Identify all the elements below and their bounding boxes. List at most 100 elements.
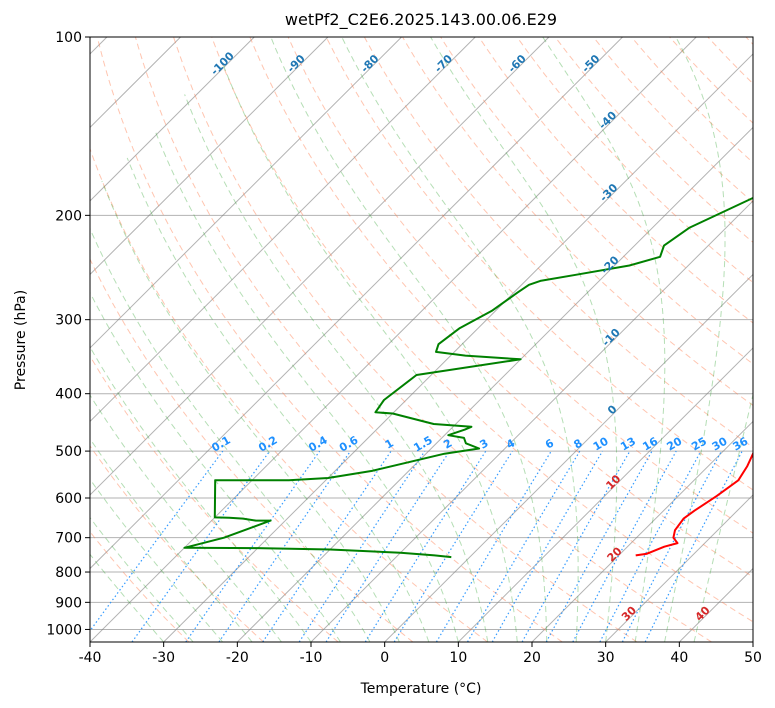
x-tick-label: -40 [79,650,102,666]
dry-adiabat [211,37,753,623]
moist-adiabat [101,180,400,642]
mixing-ratio-line [466,450,581,642]
dry-adiabat [631,37,753,164]
mixing-ratio-line [545,450,653,642]
isotherm-line [90,37,329,276]
y-tick-label: 600 [55,491,82,507]
x-tick-label: 10 [449,650,467,666]
isotherm-line [678,567,753,642]
isotherm-line [90,37,402,349]
y-tick-label: 400 [55,387,82,403]
isotherm-line [605,494,753,642]
profile-lines [183,196,753,559]
moist-adiabat [126,157,430,642]
x-tick-label: 20 [523,650,541,666]
isotherm-label: -60 [506,52,529,75]
moist-adiabat [90,291,341,642]
mixing-ratio-label: 2 [441,437,454,452]
isotherm-line [752,641,753,642]
isotherm-label: -40 [596,109,619,132]
dry-adiabat [363,37,753,449]
dry-adiabat [90,258,414,642]
dry-adiabat [669,37,753,124]
mixing-ratio-line [572,450,677,642]
isotherm-label: 20 [605,544,625,564]
dry-adiabat [134,37,638,642]
x-axis-label: Temperature (°C) [360,681,482,697]
moist-adiabat [664,37,726,642]
isotherm-line [90,37,476,423]
mixing-ratio-line [262,450,392,642]
dry-adiabat [707,37,753,85]
dry-adiabat [745,37,753,45]
x-tick-label: 30 [597,650,615,666]
isotherm-line [90,37,255,202]
mixing-ratio-line [325,450,451,642]
y-tick-label: 200 [55,208,82,224]
dry-adiabat [96,37,563,642]
x-tick-label: 50 [744,650,762,666]
y-tick-label: 1000 [46,622,82,638]
mixing-ratio-line [218,450,351,642]
y-tick-label: 100 [55,30,82,46]
mixing-ratio-line [131,450,271,642]
y-tick-label: 500 [55,444,82,460]
x-tick-label: -30 [152,650,175,666]
dry-adiabat [402,37,753,407]
isotherm-line [90,37,623,570]
dewpoint-line [183,196,753,559]
y-tick-label: 700 [55,531,82,547]
mixing-ratio-line [298,450,426,642]
dry-adiabat [90,445,264,642]
x-tick-label: -10 [300,650,323,666]
mixing-ratio-line [90,450,224,632]
mixing-ratio-line [521,450,631,642]
mixing-ratio-line [364,450,487,642]
isotherm-label: -20 [598,253,621,276]
dry-adiabat [249,37,753,578]
temperature-line [635,451,753,557]
moist-adiabat [90,394,282,642]
plot-frame [89,36,754,643]
mixing-ratio-line [185,450,321,642]
isotherm-line [310,200,753,642]
background-lines [90,37,753,642]
dry-adiabat [516,37,753,284]
isotherm-label: 10 [603,472,623,492]
dry-adiabat [90,355,339,642]
x-tick-label: 0 [380,650,389,666]
moist-adiabat [90,437,253,642]
isotherm-label: 40 [693,603,713,623]
isotherm-label: -10 [600,326,623,349]
y-axis-label: Pressure (hPa) [13,290,29,390]
moist-adiabat [90,516,194,642]
axis-ticks: -40 -30 -20 -10 0 10 20 30 40 5010020030040050060… [46,30,762,666]
moist-adiabat [90,478,223,642]
isotherm-label: 30 [619,603,639,623]
moist-adiabat [341,37,579,642]
moist-adiabat [430,37,618,642]
isotherm-label: -30 [597,181,620,204]
y-tick-label: 900 [55,595,82,611]
isotherm-label: -80 [358,52,381,75]
isotherm-line [457,347,753,642]
dry-adiabat [325,37,753,491]
moist-adiabat [90,346,312,642]
mixing-ratio-label: 6 [543,436,556,451]
moist-adiabat [90,227,371,642]
isotherm-line [90,37,697,642]
isotherm-line [384,273,753,642]
moist-adiabat [270,37,548,642]
isotherm-line [236,126,753,642]
moist-adiabat [221,61,518,642]
moist-adiabat [693,392,753,642]
y-tick-label: 300 [55,313,82,329]
isotherm-label: -100 [208,49,237,78]
moist-adiabat [542,37,666,642]
chart-title: wetPf2_C2E6.2025.143.00.06.E29 [285,10,557,30]
moist-adiabat [90,553,165,642]
isotherm-line [90,37,550,496]
y-tick-label: 800 [55,565,82,581]
dry-adiabat [554,37,753,243]
